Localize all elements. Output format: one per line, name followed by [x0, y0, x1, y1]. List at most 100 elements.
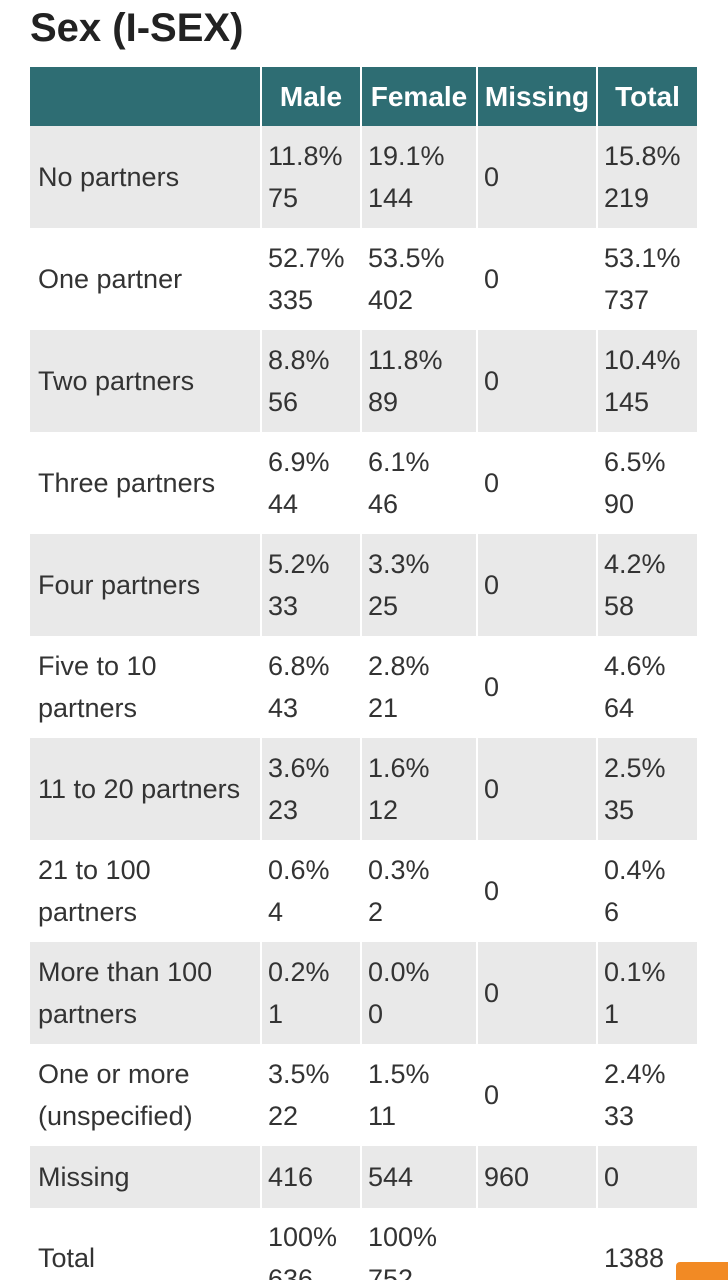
table-cell: 3.5% 22	[262, 1044, 362, 1146]
cell-text: 53.5%	[368, 243, 445, 273]
cell-text: 0	[484, 468, 500, 498]
table-cell: 53.5% 402	[362, 228, 478, 330]
cell-text: 0	[484, 1080, 500, 1110]
row-label: More than 100 partners	[30, 942, 262, 1044]
cell-text: 960	[484, 1162, 530, 1192]
table-cell: 2.4% 33	[598, 1044, 697, 1146]
row-label: Missing	[30, 1146, 262, 1208]
cell-text: 3.3%	[368, 549, 430, 579]
cell-text: 3.5%	[268, 1059, 330, 1089]
table-cell: 0	[478, 636, 598, 738]
header-cell	[30, 67, 262, 126]
cell-text: 56	[268, 387, 299, 417]
row-label: Total	[30, 1208, 262, 1280]
column-header: Total	[615, 80, 680, 112]
cell-text: 0.6%	[268, 855, 330, 885]
table-cell: 100% 636	[262, 1208, 362, 1280]
table-cell: 544	[362, 1146, 478, 1208]
column-header: Female	[362, 67, 478, 126]
cell-text: 0.1%	[604, 957, 666, 987]
cell-text: 752	[368, 1264, 414, 1280]
cell-text: 416	[268, 1162, 314, 1192]
table-cell: 0	[478, 432, 598, 534]
cell-text: 1	[268, 999, 284, 1029]
table-row: 11 to 20 partners 3.6% 23 1.6% 12 0 2.5% 35	[30, 738, 697, 840]
cell-text: 145	[604, 387, 650, 417]
cell-text: 335	[268, 285, 314, 315]
table-cell: 4.2% 58	[598, 534, 697, 636]
cell-text: 4.6%	[604, 651, 666, 681]
cell-text: 144	[368, 183, 414, 213]
cell-text: 5.2%	[268, 549, 330, 579]
table-cell: 0.4% 6	[598, 840, 697, 942]
cell-text: 0.3%	[368, 855, 430, 885]
cell-text: 0	[604, 1162, 620, 1192]
table-cell: 2.8% 21	[362, 636, 478, 738]
table-cell: 6.8% 43	[262, 636, 362, 738]
cell-text: 100%	[268, 1222, 338, 1252]
cell-text: 12	[368, 795, 399, 825]
cell-text: 11.8%	[268, 141, 343, 171]
cell-text: 0	[368, 999, 384, 1029]
cell-text: 100%	[368, 1222, 438, 1252]
cell-text: 15.8%	[604, 141, 681, 171]
table-cell: 8.8% 56	[262, 330, 362, 432]
table-cell: 6.1% 46	[362, 432, 478, 534]
cell-text: 6.5%	[604, 447, 666, 477]
cell-text: 4	[268, 897, 284, 927]
row-label: No partners	[30, 126, 262, 228]
table-cell: 1388	[598, 1208, 697, 1280]
table-row: Four partners 5.2% 33 3.3% 25 0 4.2% 58	[30, 534, 697, 636]
table-cell: 0	[478, 228, 598, 330]
table-cell: 52.7% 335	[262, 228, 362, 330]
table-cell: 0	[478, 1044, 598, 1146]
table-cell: 6.9% 44	[262, 432, 362, 534]
cell-text: 0	[484, 570, 500, 600]
cell-text: 6.9%	[268, 447, 330, 477]
table-cell: 0	[478, 534, 598, 636]
cell-text: 0	[484, 978, 500, 1008]
table-cell: 3.3% 25	[362, 534, 478, 636]
floating-button[interactable]	[676, 1262, 728, 1280]
cell-text: 0	[484, 162, 500, 192]
cell-text: 19.1%	[368, 141, 445, 171]
table-cell: 0	[478, 126, 598, 228]
cell-text: 1	[604, 999, 620, 1029]
table-cell: 3.6% 23	[262, 738, 362, 840]
cell-text: 44	[268, 489, 299, 519]
cell-text: 1.5%	[368, 1059, 430, 1089]
table-cell: 0	[478, 738, 598, 840]
cell-text: 46	[368, 489, 399, 519]
cell-text: 11.8%	[368, 345, 443, 375]
table-row: One partner 52.7% 335 53.5% 402 0 53.1% 737	[30, 228, 697, 330]
cell-text: 2.4%	[604, 1059, 666, 1089]
cell-text: 10.4%	[604, 345, 681, 375]
cell-text: 22	[268, 1101, 299, 1131]
cell-text: 75	[268, 183, 299, 213]
cell-text: 2.5%	[604, 753, 666, 783]
cell-text: 52.7%	[268, 243, 345, 273]
table-cell: 960	[478, 1146, 598, 1208]
table-cell: 0.0% 0	[362, 942, 478, 1044]
cell-text: 25	[368, 591, 399, 621]
table-cell: 1.6% 12	[362, 738, 478, 840]
table-row: Two partners 8.8% 56 11.8% 89 0 10.4% 145	[30, 330, 697, 432]
cell-text: 6.8%	[268, 651, 330, 681]
cell-text: 1388	[604, 1243, 665, 1273]
table-row: 21 to 100 partners 0.6% 4 0.3% 2 0 0.4% 6	[30, 840, 697, 942]
table-cell: 15.8% 219	[598, 126, 697, 228]
row-label: Five to 10 partners	[30, 636, 262, 738]
cell-text: 1.6%	[368, 753, 430, 783]
column-header: Missing	[478, 67, 598, 126]
cell-text: 58	[604, 591, 635, 621]
table-cell	[478, 1208, 598, 1280]
table-cell: 0	[478, 840, 598, 942]
table-cell: 0	[478, 330, 598, 432]
cell-text: 11	[368, 1101, 397, 1131]
cell-text: 4.2%	[604, 549, 666, 579]
cell-text: 0.4%	[604, 855, 666, 885]
cell-text: 33	[268, 591, 299, 621]
cell-text: 6	[604, 897, 620, 927]
table-row: Total 100% 636 100% 752 1388	[30, 1208, 697, 1280]
